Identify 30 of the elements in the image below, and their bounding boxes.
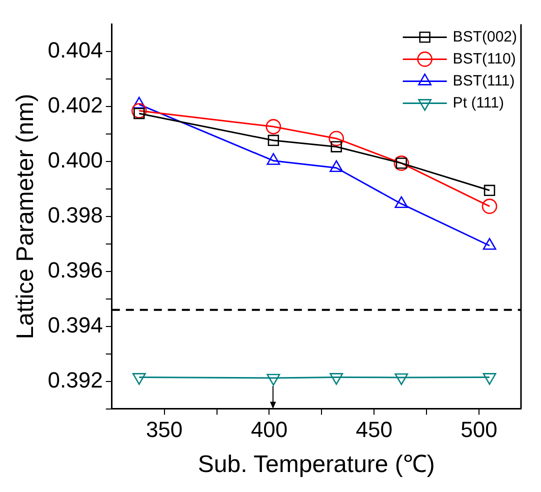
y-tick-label: 0.392 bbox=[48, 367, 103, 392]
legend-label: BST(111) bbox=[452, 72, 515, 90]
x-axis-title: Sub. Temperature (℃) bbox=[198, 451, 435, 478]
point bbox=[132, 96, 146, 109]
point bbox=[482, 373, 496, 385]
y-tick-label: 0.398 bbox=[48, 202, 103, 228]
y-tick-label: 0.402 bbox=[48, 92, 103, 118]
point bbox=[394, 373, 408, 386]
legend-label: BST(110) bbox=[452, 50, 516, 68]
point bbox=[330, 141, 342, 152]
legend-label: BST(002) bbox=[452, 28, 518, 46]
point bbox=[328, 130, 344, 146]
point bbox=[132, 373, 146, 385]
point bbox=[266, 374, 280, 386]
point bbox=[330, 373, 344, 385]
legend-label: Pt (111) bbox=[452, 94, 504, 112]
y-tick-label: 0.400 bbox=[48, 148, 103, 173]
point bbox=[131, 103, 147, 118]
y-tick-label: 0.396 bbox=[48, 258, 103, 283]
y-tick-label: 0.394 bbox=[48, 312, 103, 338]
point bbox=[268, 134, 280, 146]
point bbox=[266, 119, 282, 134]
y-axis-title: Lattice Parameter (nm) bbox=[12, 94, 40, 340]
y-tick-label: 0.404 bbox=[48, 38, 103, 63]
x-tick-label: 400 bbox=[250, 417, 288, 442]
x-tick-label: 350 bbox=[146, 417, 183, 442]
x-tick-label: 500 bbox=[460, 417, 498, 442]
x-tick-label: 450 bbox=[356, 417, 392, 442]
point bbox=[482, 198, 498, 214]
point bbox=[484, 184, 496, 196]
